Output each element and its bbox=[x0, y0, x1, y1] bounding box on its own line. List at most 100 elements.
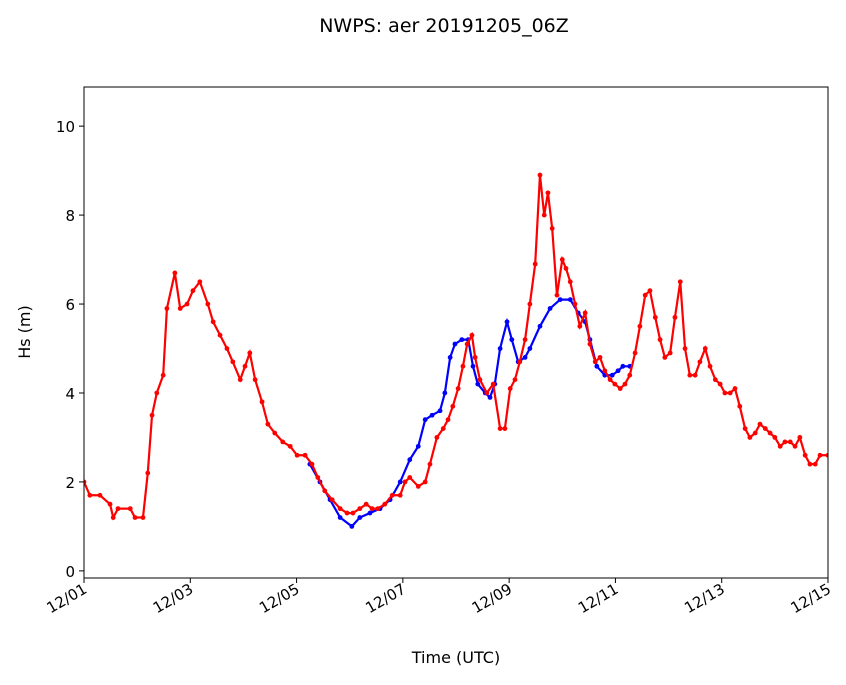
point bbox=[363, 501, 369, 507]
y-axis-label: Hs (m) bbox=[15, 305, 34, 359]
point bbox=[382, 501, 388, 507]
point bbox=[132, 515, 138, 520]
point bbox=[522, 355, 528, 360]
point bbox=[592, 359, 598, 365]
point bbox=[294, 452, 300, 458]
point bbox=[397, 492, 403, 498]
y-tick-label: 4 bbox=[65, 385, 75, 403]
point bbox=[752, 430, 758, 436]
point bbox=[469, 332, 475, 338]
point bbox=[329, 497, 335, 503]
point bbox=[477, 377, 483, 383]
point bbox=[727, 390, 733, 396]
point bbox=[577, 323, 583, 329]
y-tick-label: 8 bbox=[65, 207, 75, 225]
point bbox=[190, 288, 196, 294]
point bbox=[287, 443, 293, 449]
point bbox=[230, 359, 236, 365]
point bbox=[177, 306, 183, 311]
point bbox=[154, 390, 160, 396]
point bbox=[504, 319, 510, 325]
point bbox=[184, 301, 190, 307]
point bbox=[427, 461, 433, 467]
point bbox=[375, 506, 381, 512]
point bbox=[237, 377, 243, 383]
point bbox=[559, 257, 565, 262]
point bbox=[549, 226, 555, 231]
point bbox=[252, 377, 258, 383]
point bbox=[777, 443, 783, 449]
point bbox=[682, 346, 688, 351]
x-tick-label: 12/11 bbox=[575, 580, 621, 617]
point bbox=[541, 212, 547, 218]
point bbox=[657, 337, 663, 343]
y-tick-label: 10 bbox=[56, 118, 75, 136]
point bbox=[452, 341, 458, 347]
point bbox=[464, 341, 470, 347]
point bbox=[647, 288, 653, 294]
point bbox=[825, 452, 828, 458]
point bbox=[497, 426, 503, 431]
point bbox=[397, 479, 403, 485]
point bbox=[537, 323, 543, 329]
point bbox=[602, 368, 608, 374]
point bbox=[497, 346, 503, 351]
point bbox=[322, 488, 328, 494]
point bbox=[302, 452, 308, 458]
point bbox=[617, 386, 623, 391]
x-tick-label: 12/01 bbox=[44, 580, 90, 617]
point bbox=[707, 363, 713, 369]
point bbox=[767, 430, 773, 436]
point bbox=[140, 515, 146, 520]
point bbox=[164, 306, 170, 311]
point bbox=[422, 479, 428, 485]
point bbox=[487, 395, 493, 400]
y-tick-label: 2 bbox=[65, 474, 75, 492]
x-tick-label: 12/07 bbox=[362, 580, 408, 617]
point bbox=[742, 426, 748, 431]
point bbox=[265, 421, 271, 427]
point bbox=[509, 337, 515, 343]
x-tick-label: 12/05 bbox=[256, 580, 302, 617]
point bbox=[357, 515, 363, 520]
point bbox=[272, 430, 278, 436]
point bbox=[672, 314, 678, 320]
point bbox=[107, 501, 113, 507]
point bbox=[402, 479, 408, 485]
point bbox=[407, 475, 413, 480]
point bbox=[145, 470, 151, 476]
point bbox=[787, 439, 793, 445]
point bbox=[110, 515, 116, 520]
point bbox=[407, 457, 413, 463]
point bbox=[732, 386, 738, 391]
point bbox=[677, 279, 683, 285]
point bbox=[609, 372, 615, 378]
point bbox=[447, 355, 453, 360]
point bbox=[460, 363, 466, 369]
point bbox=[717, 381, 723, 387]
series-line bbox=[308, 298, 630, 528]
point bbox=[455, 386, 461, 391]
point bbox=[344, 510, 350, 516]
point bbox=[737, 403, 743, 409]
x-tick-label: 12/15 bbox=[788, 580, 834, 617]
point bbox=[812, 461, 818, 467]
point bbox=[357, 506, 363, 512]
point bbox=[437, 408, 443, 414]
point bbox=[415, 483, 421, 489]
chart-title: NWPS: aer 20191205_06Z bbox=[319, 15, 569, 37]
point bbox=[470, 363, 476, 369]
point bbox=[210, 319, 216, 325]
point bbox=[627, 372, 633, 378]
point bbox=[242, 363, 248, 369]
point bbox=[554, 292, 560, 298]
series-line bbox=[84, 174, 828, 521]
point bbox=[507, 386, 513, 391]
series bbox=[84, 172, 828, 521]
point bbox=[615, 368, 621, 374]
point bbox=[349, 524, 355, 529]
point bbox=[637, 323, 643, 329]
point bbox=[597, 355, 603, 360]
